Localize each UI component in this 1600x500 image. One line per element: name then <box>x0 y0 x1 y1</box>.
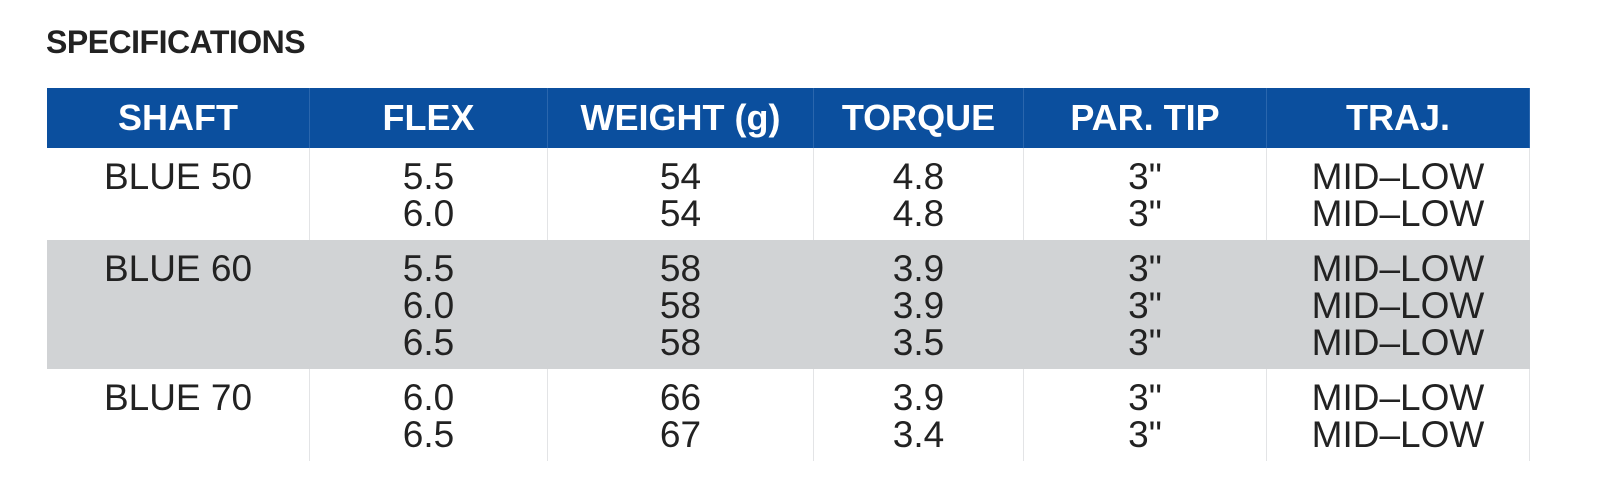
spec-value: 67 <box>659 414 702 455</box>
spec-cell: 3" 3" <box>1024 369 1267 461</box>
spec-value: 3" <box>1128 156 1162 197</box>
spec-value: 3" <box>1128 414 1162 455</box>
spec-cell: 54 54 <box>548 148 814 240</box>
spec-cell: 5.5 6.0 <box>310 148 548 240</box>
spec-value: 58 <box>659 248 702 289</box>
shaft-cell: BLUE 70 <box>47 369 310 461</box>
header-cell: WEIGHT (g) <box>548 88 814 148</box>
spec-value: 3" <box>1128 322 1162 363</box>
shaft-group: BLUE 50 5.5 6.0 54 54 4.8 4.8 3" 3" MID–LOW MID–LO… <box>47 148 1530 240</box>
spec-value: MID–LOW <box>1311 414 1485 455</box>
spec-cell: MID–LOW MID–LOW MID–LOW <box>1267 240 1530 369</box>
spec-value: 4.8 <box>892 193 945 234</box>
spec-value: 54 <box>659 193 702 234</box>
spec-value: 6.0 <box>402 285 455 326</box>
spec-value: 3.9 <box>892 285 945 326</box>
spec-value: 5.5 <box>402 156 455 197</box>
spec-cell: 66 67 <box>548 369 814 461</box>
spec-value: 4.8 <box>892 156 945 197</box>
spec-cell: MID–LOW MID–LOW <box>1267 369 1530 461</box>
shaft-name: BLUE 50 <box>103 156 253 197</box>
spec-cell: 5.5 6.0 6.5 <box>310 240 548 369</box>
shaft-group: BLUE 70 6.0 6.5 66 67 3.9 3.4 3" 3" MID–LOW MID–LO… <box>47 369 1530 461</box>
spec-value: MID–LOW <box>1311 322 1485 363</box>
spec-value: 66 <box>659 377 702 418</box>
spec-cell: 3" 3" 3" <box>1024 240 1267 369</box>
spec-value: 3.9 <box>892 377 945 418</box>
spec-value: 6.5 <box>402 414 455 455</box>
shaft-cell: BLUE 60 <box>47 240 310 369</box>
shaft-cell: BLUE 50 <box>47 148 310 240</box>
spec-cell: 6.0 6.5 <box>310 369 548 461</box>
spec-value: 3.5 <box>892 322 945 363</box>
spec-cell: 3.9 3.9 3.5 <box>814 240 1024 369</box>
header-cell: FLEX <box>310 88 548 148</box>
spec-cell: 3" 3" <box>1024 148 1267 240</box>
spec-value: MID–LOW <box>1311 248 1485 289</box>
spec-value: 3.9 <box>892 248 945 289</box>
spec-cell: 58 58 58 <box>548 240 814 369</box>
table-header: SHAFT FLEX WEIGHT (g) TORQUE PAR. TIP TRAJ. <box>47 88 1530 148</box>
section-title: SPECIFICATIONS <box>46 24 306 60</box>
header-cell: SHAFT <box>47 88 310 148</box>
spec-cell: 4.8 4.8 <box>814 148 1024 240</box>
shaft-name: BLUE 60 <box>103 248 253 289</box>
spec-value: 58 <box>659 322 702 363</box>
spec-value: 6.5 <box>402 322 455 363</box>
spec-value: 5.5 <box>402 248 455 289</box>
spec-cell: 3.9 3.4 <box>814 369 1024 461</box>
spec-value: 3" <box>1128 248 1162 289</box>
spec-value: 6.0 <box>402 377 455 418</box>
spec-table: SHAFT FLEX WEIGHT (g) TORQUE PAR. TIP TRAJ. B… <box>47 88 1530 461</box>
spec-value: MID–LOW <box>1311 193 1485 234</box>
spec-value: 58 <box>659 285 702 326</box>
spec-value: MID–LOW <box>1311 377 1485 418</box>
spec-value: 3" <box>1128 285 1162 326</box>
spec-cell: MID–LOW MID–LOW <box>1267 148 1530 240</box>
shaft-group: BLUE 60 5.5 6.0 6.5 58 58 58 3.9 3.9 3.5 3" 3" 3" MID… <box>47 240 1530 369</box>
header-cell: TORQUE <box>814 88 1024 148</box>
spec-value: 3" <box>1128 193 1162 234</box>
spec-value: MID–LOW <box>1311 285 1485 326</box>
spec-value: 54 <box>659 156 702 197</box>
spec-value: 3" <box>1128 377 1162 418</box>
header-cell: TRAJ. <box>1267 88 1530 148</box>
spec-value: 6.0 <box>402 193 455 234</box>
spec-value: MID–LOW <box>1311 156 1485 197</box>
header-cell: PAR. TIP <box>1024 88 1267 148</box>
spec-value: 3.4 <box>892 414 945 455</box>
shaft-name: BLUE 70 <box>103 377 253 418</box>
